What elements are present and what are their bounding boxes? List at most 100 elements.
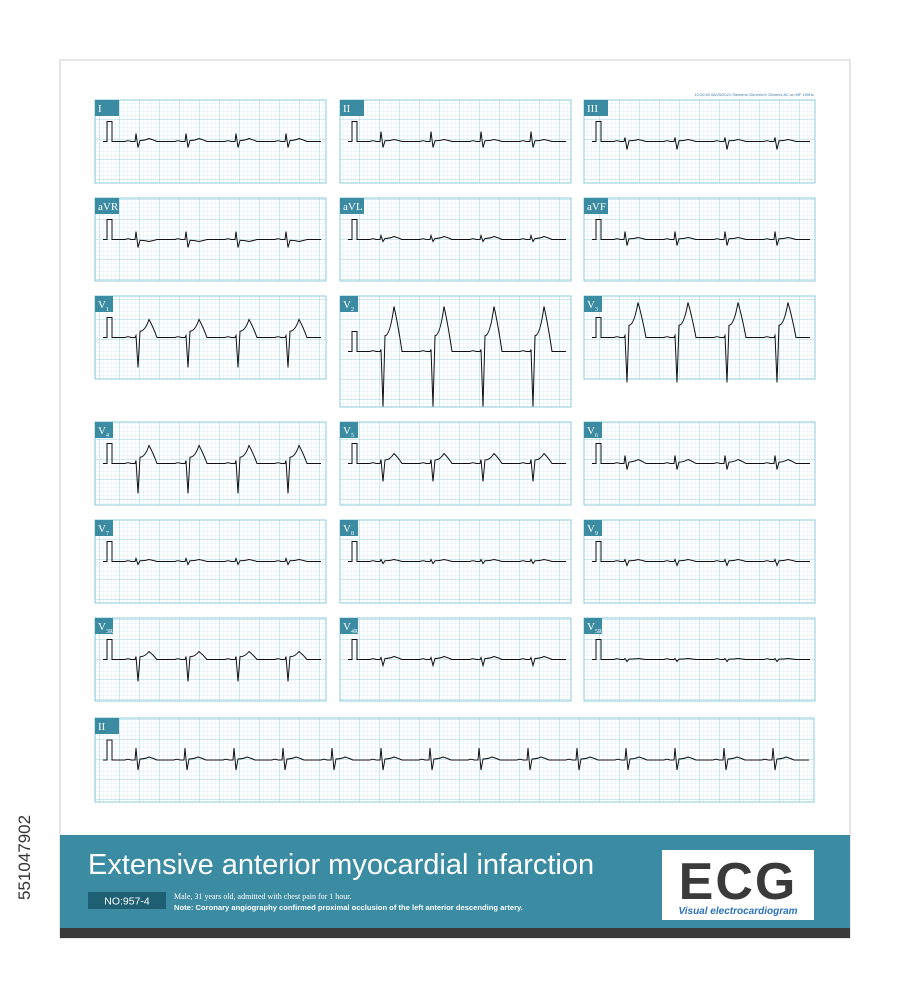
lead-label-box (95, 100, 119, 116)
lead-name: III (587, 103, 598, 115)
lead-name: V (587, 299, 595, 311)
ecg-trace (604, 302, 810, 383)
lead-label: II (98, 721, 106, 733)
logo-box (662, 850, 814, 920)
ecg-trace (604, 455, 810, 470)
lead-subscript: 8 (351, 531, 354, 537)
lead-name: V (98, 523, 106, 535)
lead-label: V9 (587, 523, 598, 537)
lead-label-box (95, 618, 113, 634)
calibration-pulse (592, 639, 604, 660)
lead-label: V6 (587, 425, 598, 439)
lead-label: V5R (587, 621, 602, 635)
ecg-trace (115, 556, 321, 566)
lead-label: V1 (98, 299, 109, 313)
lead-label: V3 (587, 299, 598, 313)
lead-subscript: 7 (106, 531, 109, 537)
lead-subscript: 6 (595, 433, 598, 439)
lead-name: V (587, 425, 595, 437)
footer-bar (60, 928, 850, 938)
ecg-trace (360, 452, 566, 482)
lead-label-box (584, 198, 608, 214)
calibration-pulse (348, 121, 360, 142)
lead-label: aVF (587, 201, 606, 213)
lead-label-box (95, 198, 119, 214)
calibration-pulse (348, 331, 360, 352)
logo-subtitle: Visual electrocardiogram (678, 906, 797, 917)
recording-info: 10:20:50 08/25/2021 Siemens 10mm/mV 25mm… (694, 92, 814, 97)
ecg-trace (115, 747, 809, 771)
calibration-pulse (348, 219, 360, 240)
lead-label: aVL (343, 201, 363, 213)
lead-label-box (340, 100, 364, 116)
lead-name: V (343, 621, 351, 633)
lead-label-box (95, 422, 113, 438)
lead-name: II (343, 103, 351, 115)
lead-subscript: 5 (351, 433, 354, 439)
lead-subscript: 5R (595, 629, 602, 635)
lead-label-box (340, 198, 364, 214)
patient-info: Male, 31 years old, admitted with chest … (174, 892, 352, 901)
lead-label: I (98, 103, 102, 115)
lead-name: aVL (343, 201, 363, 213)
lead-subscript: 4R (351, 629, 358, 635)
lead-subscript: 1 (106, 307, 109, 313)
lead-label-box (584, 520, 602, 536)
title: Extensive anterior myocardial infarction (88, 849, 594, 881)
ecg-trace (360, 655, 566, 668)
ecg-trace (360, 306, 566, 407)
lead-name: V (98, 299, 106, 311)
calibration-pulse (592, 219, 604, 240)
calibration-pulse (103, 443, 115, 464)
calibration-pulse (592, 121, 604, 142)
lead-label: V5 (343, 425, 354, 439)
lead-name: I (98, 103, 102, 115)
ecg-trace (115, 231, 321, 248)
lead-label-box (340, 618, 358, 634)
lead-label: V3R (98, 621, 113, 635)
case-badge (88, 892, 166, 909)
lead-name: V (343, 299, 351, 311)
calibration-pulse (103, 639, 115, 660)
lead-name: V (343, 425, 351, 437)
case-number: NO:957-4 (104, 896, 150, 908)
ecg-trace (604, 137, 810, 150)
note: Note: Coronary angiography confirmed pro… (174, 903, 523, 912)
lead-label: V7 (98, 523, 109, 537)
lead-name: V (587, 621, 595, 633)
lead-label-box (584, 296, 602, 312)
logo: ECG (679, 853, 798, 911)
lead-label-box (584, 618, 602, 634)
lead-label: III (587, 103, 598, 115)
lead-name: aVR (98, 201, 119, 213)
lead-name: aVF (587, 201, 606, 213)
ecg-trace (115, 650, 321, 682)
lead-label-box (95, 296, 113, 312)
lead-name: V (98, 425, 106, 437)
lead-label: aVR (98, 201, 119, 213)
lead-subscript: 4 (106, 433, 109, 439)
calibration-pulse (348, 541, 360, 562)
lead-label-box (340, 422, 358, 438)
calibration-pulse (103, 317, 115, 338)
lead-subscript: 2 (351, 307, 354, 313)
lead-label: V2 (343, 299, 354, 313)
lead-name: V (98, 621, 106, 633)
lead-label-box (584, 100, 608, 116)
lead-subscript: 3 (595, 307, 598, 313)
lead-label-box (95, 520, 113, 536)
calibration-pulse (348, 639, 360, 660)
lead-label-box (340, 520, 358, 536)
calibration-pulse (103, 121, 115, 142)
calibration-pulse (103, 219, 115, 240)
lead-label: V4 (98, 425, 109, 439)
ecg-trace (115, 318, 321, 368)
calibration-pulse (592, 443, 604, 464)
ecg-trace (360, 131, 566, 148)
ecg-trace (360, 558, 566, 565)
ecg-trace (604, 657, 810, 663)
lead-name: II (98, 721, 106, 733)
